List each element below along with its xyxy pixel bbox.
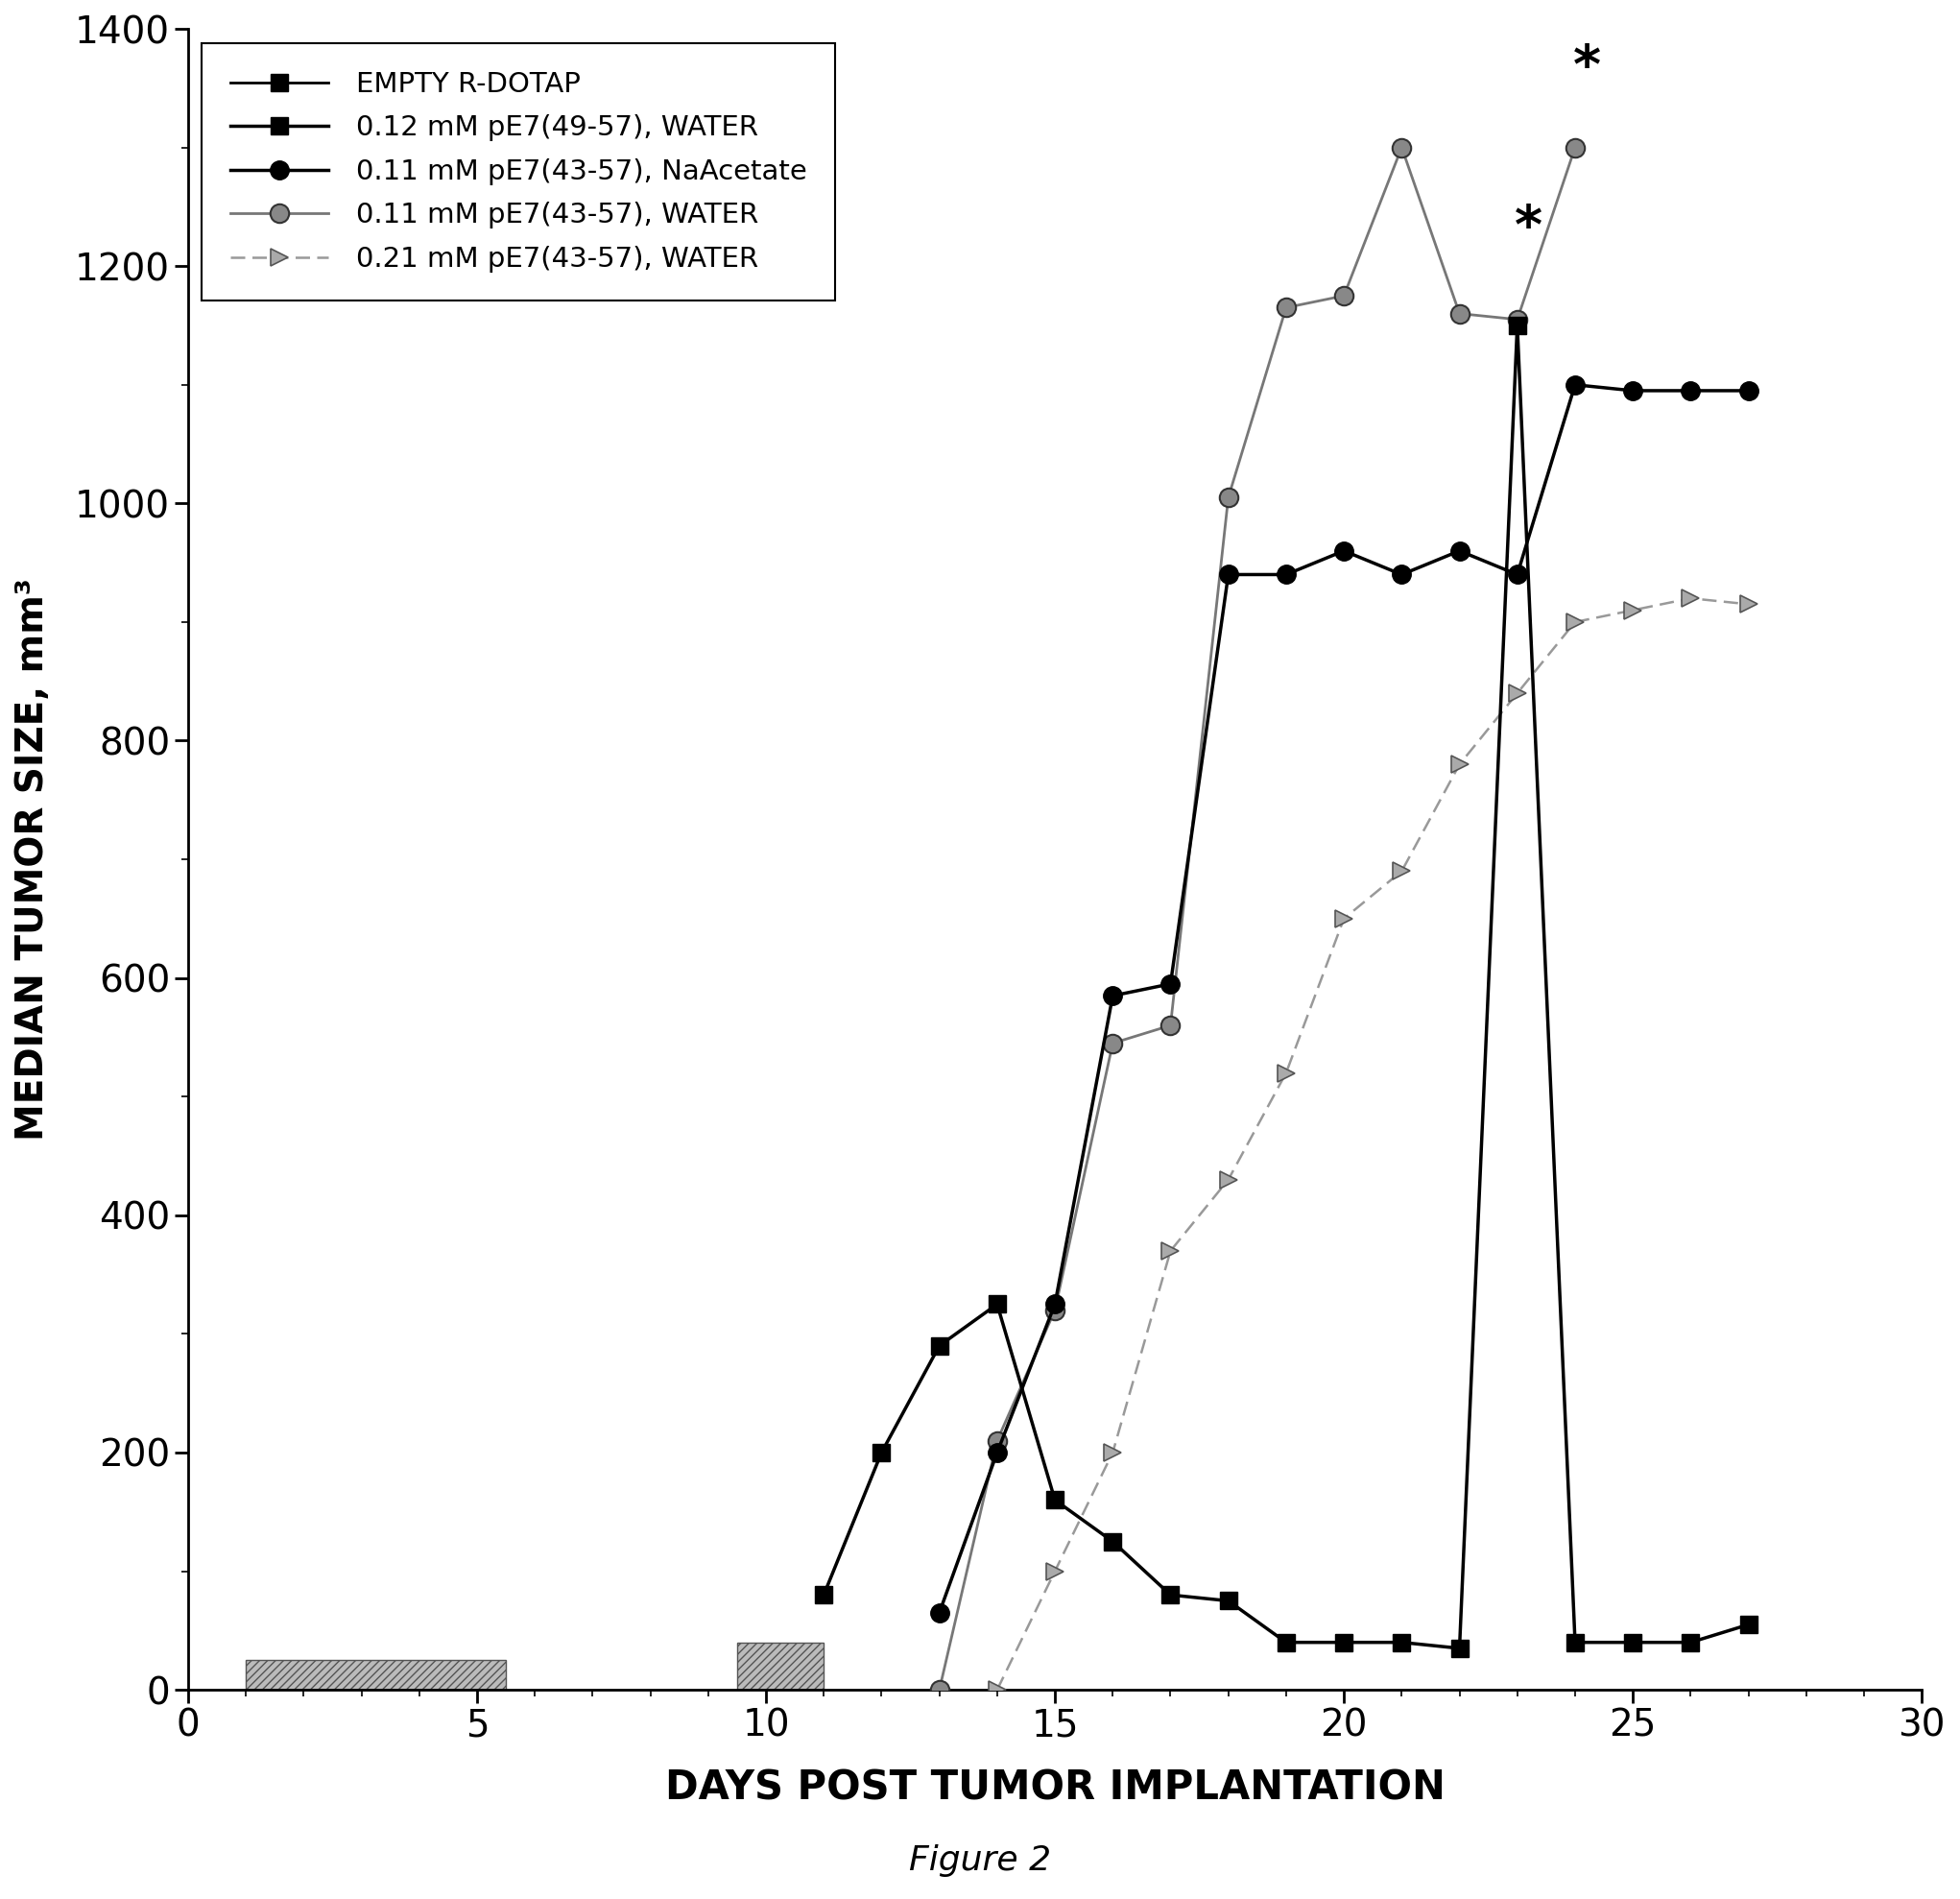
0.21 mM pE7(43-57), WATER	[1621, 598, 1644, 621]
0.21 mM pE7(43-57), WATER	[1564, 611, 1588, 634]
0.11 mM pE7(43-57), NaAcetate	[1333, 539, 1356, 562]
0.11 mM pE7(43-57), WATER	[1158, 1014, 1182, 1037]
0.12 mM pE7(49-57), WATER	[927, 1335, 951, 1358]
Text: *: *	[1572, 42, 1601, 95]
0.11 mM pE7(43-57), NaAcetate	[1274, 564, 1298, 587]
0.21 mM pE7(43-57), WATER	[1158, 1240, 1182, 1263]
0.21 mM pE7(43-57), WATER	[1043, 1559, 1066, 1582]
0.21 mM pE7(43-57), WATER	[1680, 587, 1703, 610]
Bar	[245, 1660, 506, 1690]
0.11 mM pE7(43-57), WATER	[986, 1430, 1009, 1453]
0.11 mM pE7(43-57), WATER	[1505, 308, 1529, 330]
0.12 mM pE7(49-57), WATER	[811, 1584, 835, 1607]
0.11 mM pE7(43-57), NaAcetate	[1043, 1293, 1066, 1316]
Line: 0.12 mM pE7(49-57), WATER: 0.12 mM pE7(49-57), WATER	[815, 317, 1756, 1658]
0.11 mM pE7(43-57), WATER	[1274, 296, 1298, 319]
0.11 mM pE7(43-57), WATER	[1448, 302, 1472, 325]
0.21 mM pE7(43-57), WATER	[1333, 908, 1356, 931]
0.11 mM pE7(43-57), NaAcetate	[1102, 984, 1125, 1006]
Legend: EMPTY R-DOTAP, 0.12 mM pE7(49-57), WATER, 0.11 mM pE7(43-57), NaAcetate, 0.11 mM: EMPTY R-DOTAP, 0.12 mM pE7(49-57), WATER…	[202, 44, 835, 300]
0.12 mM pE7(49-57), WATER	[1680, 1631, 1703, 1654]
0.11 mM pE7(43-57), WATER	[1564, 137, 1588, 160]
Y-axis label: MEDIAN TUMOR SIZE, mm³: MEDIAN TUMOR SIZE, mm³	[14, 577, 51, 1141]
0.12 mM pE7(49-57), WATER	[1737, 1612, 1760, 1635]
0.12 mM pE7(49-57), WATER	[1158, 1584, 1182, 1607]
0.11 mM pE7(43-57), NaAcetate	[1564, 374, 1588, 397]
0.11 mM pE7(43-57), WATER	[927, 1679, 951, 1702]
0.11 mM pE7(43-57), WATER	[1102, 1031, 1125, 1054]
0.12 mM pE7(49-57), WATER	[1564, 1631, 1588, 1654]
0.21 mM pE7(43-57), WATER	[1737, 592, 1760, 615]
0.11 mM pE7(43-57), NaAcetate	[1737, 380, 1760, 403]
0.11 mM pE7(43-57), WATER	[1217, 486, 1241, 509]
0.12 mM pE7(49-57), WATER	[1102, 1531, 1125, 1553]
0.12 mM pE7(49-57), WATER	[1043, 1489, 1066, 1512]
0.12 mM pE7(49-57), WATER	[986, 1293, 1009, 1316]
Bar	[737, 1643, 823, 1690]
Line: 0.21 mM pE7(43-57), WATER: 0.21 mM pE7(43-57), WATER	[988, 589, 1756, 1698]
Text: *: *	[1515, 203, 1543, 254]
0.11 mM pE7(43-57), WATER	[1390, 137, 1413, 160]
0.21 mM pE7(43-57), WATER	[986, 1679, 1009, 1702]
0.12 mM pE7(49-57), WATER	[1333, 1631, 1356, 1654]
0.21 mM pE7(43-57), WATER	[1217, 1168, 1241, 1191]
Line: 0.11 mM pE7(43-57), NaAcetate: 0.11 mM pE7(43-57), NaAcetate	[929, 376, 1758, 1622]
0.11 mM pE7(43-57), NaAcetate	[1158, 972, 1182, 995]
0.11 mM pE7(43-57), WATER	[1333, 285, 1356, 308]
0.12 mM pE7(49-57), WATER	[1448, 1637, 1472, 1660]
Text: Figure 2: Figure 2	[909, 1844, 1051, 1878]
0.21 mM pE7(43-57), WATER	[1274, 1062, 1298, 1084]
0.21 mM pE7(43-57), WATER	[1448, 754, 1472, 777]
0.12 mM pE7(49-57), WATER	[1274, 1631, 1298, 1654]
0.12 mM pE7(49-57), WATER	[1217, 1589, 1241, 1612]
0.12 mM pE7(49-57), WATER	[1390, 1631, 1413, 1654]
0.11 mM pE7(43-57), NaAcetate	[1390, 564, 1413, 587]
0.11 mM pE7(43-57), NaAcetate	[1505, 564, 1529, 587]
0.21 mM pE7(43-57), WATER	[1102, 1441, 1125, 1464]
X-axis label: DAYS POST TUMOR IMPLANTATION: DAYS POST TUMOR IMPLANTATION	[664, 1768, 1445, 1808]
0.12 mM pE7(49-57), WATER	[1621, 1631, 1644, 1654]
0.11 mM pE7(43-57), NaAcetate	[1217, 564, 1241, 587]
0.11 mM pE7(43-57), NaAcetate	[1448, 539, 1472, 562]
0.12 mM pE7(49-57), WATER	[1505, 313, 1529, 336]
0.11 mM pE7(43-57), WATER	[1043, 1299, 1066, 1322]
0.11 mM pE7(43-57), NaAcetate	[986, 1441, 1009, 1464]
0.12 mM pE7(49-57), WATER	[870, 1441, 894, 1464]
0.21 mM pE7(43-57), WATER	[1390, 860, 1413, 883]
Line: 0.11 mM pE7(43-57), WATER: 0.11 mM pE7(43-57), WATER	[929, 139, 1584, 1700]
0.11 mM pE7(43-57), NaAcetate	[1680, 380, 1703, 403]
0.11 mM pE7(43-57), NaAcetate	[1621, 380, 1644, 403]
0.11 mM pE7(43-57), NaAcetate	[927, 1601, 951, 1624]
0.21 mM pE7(43-57), WATER	[1505, 682, 1529, 705]
